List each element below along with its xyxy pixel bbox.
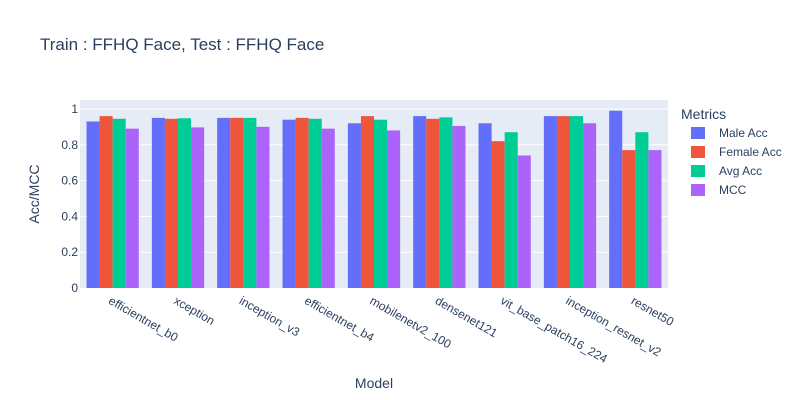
bar-female-acc[interactable] <box>164 118 178 288</box>
bar-mcc[interactable] <box>387 130 401 288</box>
bar-avg-acc[interactable] <box>112 118 126 288</box>
bar-avg-acc[interactable] <box>504 132 518 288</box>
bar-mcc[interactable] <box>321 128 335 288</box>
bar-male-acc[interactable] <box>413 116 427 288</box>
bar-avg-acc[interactable] <box>374 119 388 288</box>
bar-female-acc[interactable] <box>99 116 113 288</box>
bar-mcc[interactable] <box>191 127 205 288</box>
bar-avg-acc[interactable] <box>635 132 649 288</box>
x-tick-label: inception_v3 <box>237 293 303 339</box>
bar-avg-acc[interactable] <box>439 117 453 289</box>
y-tick-label: 0.6 <box>61 174 78 188</box>
bar-male-acc[interactable] <box>282 119 296 288</box>
x-tick-label: efficientnet_b0 <box>106 293 181 344</box>
legend-swatch[interactable] <box>691 165 705 177</box>
bar-mcc[interactable] <box>125 128 139 288</box>
x-tick-label: vit_base_patch16_224 <box>498 293 610 366</box>
x-tick-label: efficientnet_b4 <box>302 293 377 344</box>
bar-mcc[interactable] <box>517 155 531 288</box>
bar-male-acc[interactable] <box>151 117 165 289</box>
bar-mcc[interactable] <box>648 150 662 288</box>
bar-male-acc[interactable] <box>217 117 231 289</box>
bar-female-acc[interactable] <box>360 116 374 288</box>
legend-item-label[interactable]: Female Acc <box>719 145 782 159</box>
bar-male-acc[interactable] <box>478 123 492 289</box>
bar-male-acc[interactable] <box>347 123 361 289</box>
bar-mcc[interactable] <box>256 126 270 288</box>
x-axis-title: Model <box>355 375 393 391</box>
bar-male-acc[interactable] <box>609 110 623 288</box>
bar-mcc[interactable] <box>583 123 597 289</box>
bar-female-acc[interactable] <box>295 117 309 289</box>
bar-avg-acc[interactable] <box>570 116 584 288</box>
y-tick-label: 0.8 <box>61 138 78 152</box>
bar-female-acc[interactable] <box>491 141 505 288</box>
y-tick-labels: 0 0.2 0.4 0.6 0.8 1 <box>61 102 78 295</box>
legend-item-label[interactable]: Male Acc <box>719 126 768 140</box>
x-tick-label: xception <box>172 293 218 327</box>
bar-female-acc[interactable] <box>230 117 244 289</box>
y-tick-label: 0.4 <box>61 209 78 223</box>
y-axis-title: Acc/MCC <box>26 164 42 223</box>
bar-female-acc[interactable] <box>622 150 636 288</box>
legend: Metrics Male Acc Female Acc Avg Acc MCC <box>681 106 782 197</box>
y-tick-label: 0.2 <box>61 245 78 259</box>
legend-swatch[interactable] <box>691 146 705 158</box>
x-tick-label: resnet50 <box>629 293 677 329</box>
bar-avg-acc[interactable] <box>178 118 192 289</box>
bar-female-acc[interactable] <box>556 116 570 288</box>
legend-item-label[interactable]: MCC <box>719 183 747 197</box>
bar-male-acc[interactable] <box>543 116 557 288</box>
chart-title: Train : FFHQ Face, Test : FFHQ Face <box>40 35 324 54</box>
bar-male-acc[interactable] <box>86 121 100 288</box>
bar-female-acc[interactable] <box>426 118 440 288</box>
bar-avg-acc[interactable] <box>308 118 322 288</box>
legend-swatch[interactable] <box>691 127 705 139</box>
legend-swatch[interactable] <box>691 184 705 196</box>
bar-mcc[interactable] <box>452 125 466 288</box>
legend-title: Metrics <box>681 106 726 122</box>
y-tick-label: 0 <box>71 281 78 295</box>
bar-avg-acc[interactable] <box>243 117 257 289</box>
bars <box>86 110 662 289</box>
legend-item-label[interactable]: Avg Acc <box>719 164 762 178</box>
y-tick-label: 1 <box>71 102 78 116</box>
